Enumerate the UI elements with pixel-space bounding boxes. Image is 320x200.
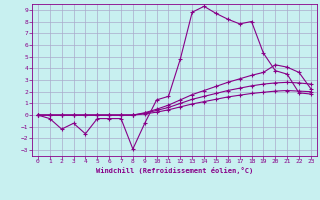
X-axis label: Windchill (Refroidissement éolien,°C): Windchill (Refroidissement éolien,°C) [96, 167, 253, 174]
